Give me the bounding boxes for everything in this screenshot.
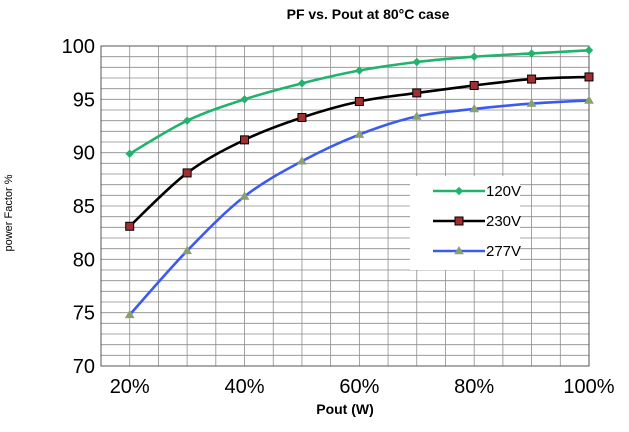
data-point-277V (297, 156, 307, 165)
y-tick-label: 90 (73, 143, 95, 165)
legend-label: 120V (486, 183, 521, 200)
legend-item-120V: 120V (433, 183, 521, 200)
data-point-120V (297, 79, 307, 88)
data-point-120V (125, 149, 134, 158)
data-point-120V (584, 46, 594, 55)
legend-label: 277V (486, 243, 521, 260)
chart-title: PF vs. Pout at 80°C case (287, 6, 450, 22)
y-tick-label: 100 (62, 36, 95, 58)
data-point-120V (240, 95, 249, 104)
data-point-277V (239, 191, 250, 200)
legend-marker (454, 186, 464, 196)
y-axis-label: power Factor % (3, 174, 15, 251)
y-tick-label: 85 (73, 196, 95, 218)
data-point-277V (124, 309, 135, 319)
data-point-230V (469, 80, 479, 90)
data-point-277V (182, 245, 192, 255)
data-point-277V (584, 95, 594, 104)
data-point-230V (354, 96, 364, 106)
legend-item-277V: 277V (433, 243, 521, 260)
data-point-230V (297, 112, 307, 122)
x-tick-labels: 20% 40% 60% 80% 100% (110, 376, 615, 398)
data-point-277V (411, 111, 422, 120)
data-point-230V (412, 88, 422, 98)
data-point-230V (125, 221, 135, 231)
y-tick-label: 95 (73, 89, 95, 111)
data-point-277V (354, 129, 365, 138)
data-point-230V (182, 168, 192, 178)
y-tick-label: 75 (73, 303, 95, 325)
series-line-277V (128, 99, 590, 316)
data-point-120V (355, 66, 364, 75)
legend-item-230V: 230V (433, 213, 521, 230)
x-tick-label: 20% (110, 376, 150, 398)
data-point-120V (527, 49, 536, 58)
data-point-277V (526, 98, 537, 107)
y-tick-labels: 70 75 80 85 90 95 100 (62, 36, 95, 378)
legend: 120V 230V 277V (410, 176, 521, 270)
series-277V (124, 95, 594, 319)
legend-marker (454, 246, 464, 255)
series-230V (125, 72, 594, 231)
x-tick-label: 80% (454, 376, 494, 398)
y-tick-label: 80 (73, 249, 95, 271)
legend-label: 230V (486, 213, 521, 230)
data-point-277V (469, 103, 480, 113)
data-point-230V (527, 74, 537, 84)
x-tick-label: 60% (339, 376, 379, 398)
series-group (124, 46, 594, 319)
data-point-120V (182, 116, 192, 125)
x-axis-label: Pout (W) (316, 401, 374, 417)
x-tick-label: 40% (225, 376, 265, 398)
x-tick-label: 100% (563, 376, 614, 398)
plot-area (100, 45, 590, 367)
data-point-120V (469, 52, 479, 61)
data-point-120V (412, 57, 421, 67)
data-point-230V (240, 135, 250, 145)
legend-marker (454, 216, 464, 226)
y-tick-label: 70 (73, 356, 95, 378)
series-120V (125, 46, 594, 158)
data-point-230V (584, 72, 594, 82)
